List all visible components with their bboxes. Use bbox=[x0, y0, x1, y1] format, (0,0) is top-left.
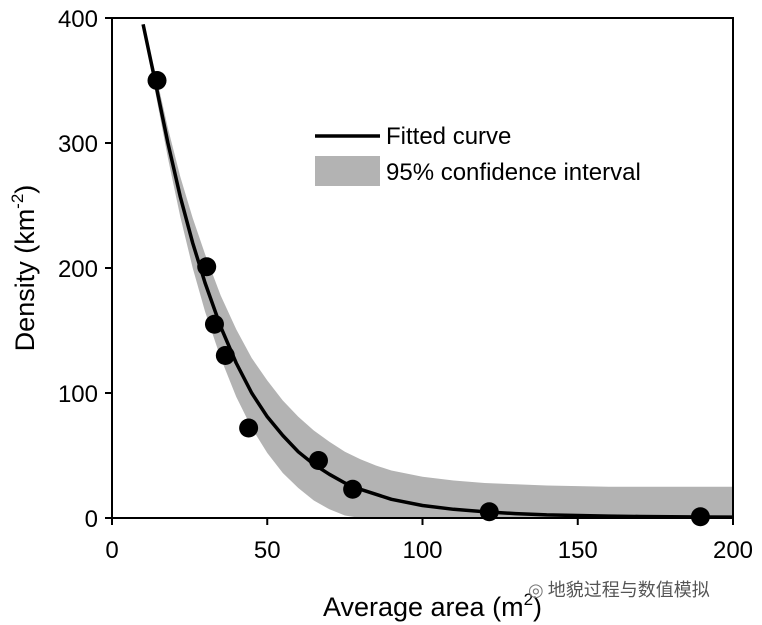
data-point bbox=[690, 507, 710, 527]
x-tick-label: 50 bbox=[254, 537, 281, 564]
legend: Fitted curve 95% confidence interval bbox=[315, 123, 641, 186]
legend-band-swatch bbox=[315, 156, 380, 186]
data-point bbox=[215, 346, 235, 365]
legend-band-label: 95% confidence interval bbox=[386, 159, 641, 186]
data-point bbox=[239, 418, 259, 438]
x-axis-title-close: ) bbox=[533, 592, 542, 622]
y-axis-title-main: Density (km bbox=[10, 209, 40, 352]
x-axis-title-main: Average area (m bbox=[323, 592, 524, 622]
y-tick-label: 300 bbox=[58, 131, 98, 158]
x-tick-label: 150 bbox=[558, 537, 598, 564]
confidence-band bbox=[143, 24, 733, 518]
data-point bbox=[204, 314, 224, 334]
y-axis-title-sup: -2 bbox=[8, 194, 27, 209]
y-tick-label: 400 bbox=[58, 6, 98, 33]
watermark-text: 地貌过程与数值模拟 bbox=[547, 580, 710, 601]
axes-layer: 0 50 100 150 200 0 100 200 300 400 Average area (m… bbox=[8, 6, 753, 622]
data-point bbox=[343, 479, 363, 499]
data-point bbox=[197, 257, 217, 277]
x-tick-label: 200 bbox=[713, 537, 753, 564]
data-point bbox=[479, 502, 499, 522]
confidence-band-layer bbox=[143, 24, 733, 518]
data-points-layer bbox=[147, 71, 710, 527]
y-axis-title: Density (km-2) bbox=[8, 185, 40, 352]
wechat-icon: ◎ bbox=[528, 580, 544, 601]
y-tick-label: 200 bbox=[58, 256, 98, 283]
legend-curve-label: Fitted curve bbox=[386, 123, 511, 150]
x-tick-label: 0 bbox=[105, 537, 118, 564]
y-axis-title-close: ) bbox=[10, 185, 40, 194]
watermark: ◎ 地貌过程与数值模拟 bbox=[528, 576, 710, 602]
y-tick-label: 100 bbox=[58, 381, 98, 408]
x-tick-label: 100 bbox=[402, 537, 442, 564]
fitted-curve bbox=[141, 23, 733, 518]
x-axis-title: Average area (m2) bbox=[323, 590, 542, 622]
x-axis-title-sup: 2 bbox=[524, 590, 533, 609]
fitted-curve-layer bbox=[141, 23, 733, 518]
data-point bbox=[308, 451, 328, 470]
y-tick-label: 0 bbox=[85, 506, 98, 533]
data-point bbox=[147, 71, 167, 90]
